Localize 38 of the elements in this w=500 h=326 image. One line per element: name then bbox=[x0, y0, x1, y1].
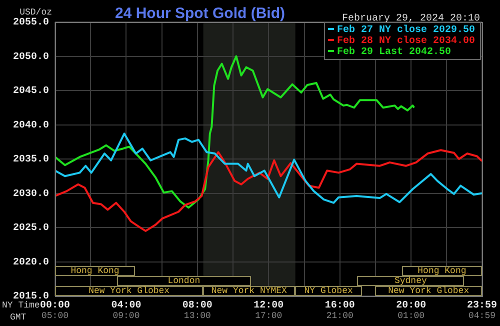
x2-tick-label: 04:59 bbox=[468, 310, 496, 321]
y-tick-label: 2050.0 bbox=[12, 52, 49, 63]
x-tick-label: 23:59 bbox=[466, 300, 498, 312]
x2-tick-label: 17:00 bbox=[255, 310, 282, 321]
session-box: NY Globex bbox=[295, 286, 362, 296]
chart-subtitle: February 29, 2024 20:10 bbox=[342, 12, 480, 25]
session-box: Hong Kong bbox=[55, 266, 136, 276]
x2-tick-label: 01:00 bbox=[398, 310, 425, 321]
y-tick-label: 2030.0 bbox=[12, 188, 49, 200]
y-tick-label: 2045.0 bbox=[12, 86, 49, 98]
y-axis-title: USD/oz bbox=[20, 7, 52, 18]
x2-tick-label: 13:00 bbox=[184, 310, 211, 321]
x-tick-label: 00:00 bbox=[40, 300, 70, 312]
x-tick-label: 04:00 bbox=[111, 300, 142, 312]
y-tick-label: 2035.0 bbox=[12, 154, 49, 166]
legend-label: Feb 28 NY close 2034.00 bbox=[336, 35, 476, 48]
chart-title: 24 Hour Spot Gold (Bid) bbox=[115, 5, 285, 22]
x2-tick-label: 21:00 bbox=[326, 310, 354, 321]
legend-label: Feb 29 Last 2042.50 bbox=[336, 46, 452, 58]
session-box: New York Globex bbox=[375, 286, 482, 296]
x2-tick-label: 09:00 bbox=[112, 310, 140, 321]
session-box: New York Globex bbox=[55, 286, 204, 296]
x-tick-label: 08:00 bbox=[182, 300, 212, 312]
session-box: New York NYMEX bbox=[203, 286, 296, 296]
session-box: Sydney bbox=[357, 276, 464, 286]
y-tick-label: 2040.0 bbox=[12, 120, 49, 132]
x-tick-label: 16:00 bbox=[324, 300, 355, 312]
session-box: London bbox=[117, 276, 251, 286]
session-box: Hong Kong bbox=[402, 266, 482, 276]
x-tick-label: 12:00 bbox=[254, 300, 284, 312]
y-tick-label: 2055.0 bbox=[12, 18, 49, 29]
y-tick-label: 2020.0 bbox=[12, 257, 49, 268]
x2-tick-label: 05:00 bbox=[41, 310, 69, 321]
x2-axis-title: GMT bbox=[10, 312, 27, 322]
x-tick-label: 20:00 bbox=[396, 300, 426, 312]
y-tick-label: 2025.0 bbox=[12, 223, 49, 234]
x-axis-title: NY Time bbox=[2, 300, 40, 310]
legend-label: Feb 27 NY close 2029.50 bbox=[336, 24, 476, 36]
